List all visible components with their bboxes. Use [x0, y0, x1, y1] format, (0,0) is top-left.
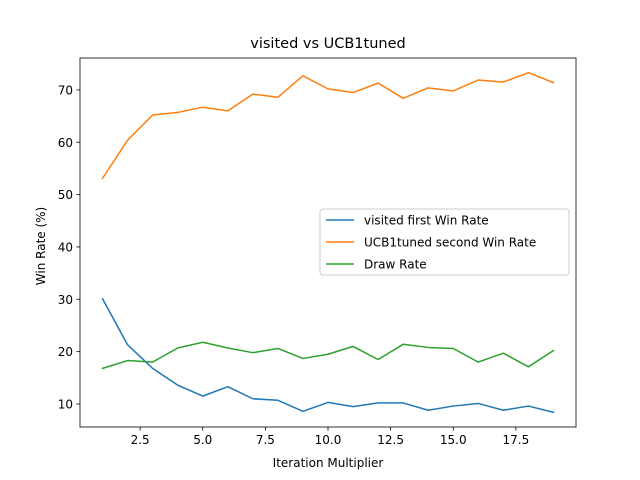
legend: visited first Win Rate UCB1tuned second W…: [320, 209, 569, 275]
y-tick-label: 60: [58, 136, 73, 150]
legend-label: visited first Win Rate: [364, 214, 489, 228]
y-tick-label: 30: [58, 293, 73, 307]
x-tick-label: 15.0: [440, 433, 467, 447]
y-tick-label: 10: [58, 397, 73, 411]
y-axis-label: Win Rate (%): [34, 207, 48, 285]
legend-label: UCB1tuned second Win Rate: [364, 236, 536, 250]
y-tick-label: 50: [58, 188, 73, 202]
chart-title: visited vs UCB1tuned: [250, 36, 405, 52]
y-tick-label: 70: [58, 83, 73, 97]
legend-label: Draw Rate: [364, 258, 427, 272]
y-tick-label: 40: [58, 240, 73, 254]
x-tick-label: 2.5: [131, 433, 150, 447]
x-tick-label: 10.0: [315, 433, 342, 447]
x-tick-label: 7.5: [256, 433, 275, 447]
x-tick-label: 17.5: [503, 433, 530, 447]
y-tick-label: 20: [58, 345, 73, 359]
x-tick-label: 5.0: [193, 433, 212, 447]
x-tick-label: 12.5: [377, 433, 404, 447]
x-axis-label: Iteration Multiplier: [273, 456, 384, 470]
